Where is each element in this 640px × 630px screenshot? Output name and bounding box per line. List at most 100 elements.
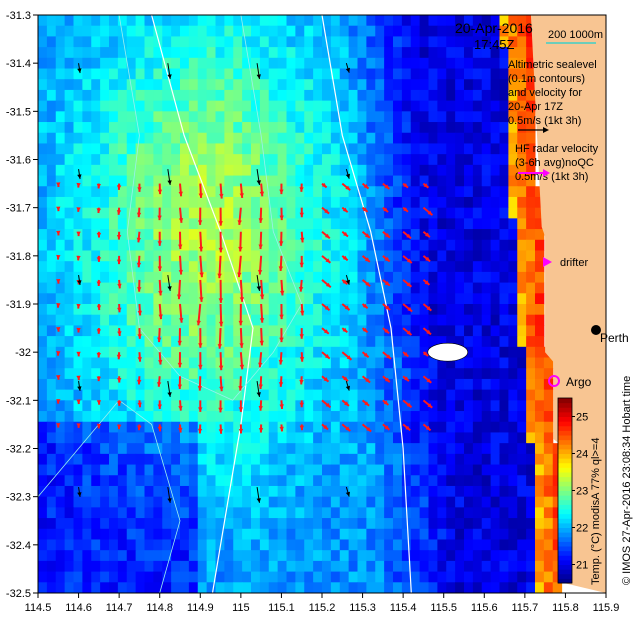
- sst-cell: [180, 79, 190, 91]
- sst-cell: [162, 293, 172, 305]
- hf-radar-arrow: [422, 375, 432, 384]
- sst-cell: [224, 550, 234, 562]
- sst-cell: [224, 357, 234, 369]
- altimetry-arrow: [167, 275, 172, 291]
- sst-cell: [153, 89, 163, 102]
- sst-cell: [46, 432, 57, 444]
- sst-cell: [464, 79, 474, 91]
- sst-cell: [286, 218, 296, 230]
- y-tick-label: -32.2: [6, 444, 31, 456]
- sst-cell: [135, 175, 146, 187]
- sst-cell: [180, 378, 190, 391]
- sst-cell: [330, 175, 341, 187]
- hf-radar-arrow: [217, 328, 222, 349]
- sst-cell: [455, 432, 465, 444]
- sst-cell: [490, 100, 501, 112]
- sst-cell: [499, 539, 509, 551]
- sst-cell: [543, 475, 554, 487]
- sst-cell: [393, 357, 403, 369]
- sst-cell: [330, 421, 341, 433]
- sst-cell: [268, 378, 279, 391]
- sst-cell: [206, 550, 217, 562]
- sst-cell: [535, 400, 545, 412]
- sst-cell: [286, 143, 296, 155]
- sst-cell: [437, 229, 447, 241]
- sst-cell: [526, 336, 536, 348]
- hf-radar-arrow: [258, 207, 263, 223]
- sst-cell: [472, 229, 483, 241]
- sst-cell: [455, 229, 465, 241]
- sst-cell: [135, 15, 146, 27]
- sst-cell: [286, 196, 296, 209]
- sst-cell: [268, 282, 279, 294]
- sst-cell: [38, 464, 48, 476]
- sst-cell: [366, 357, 376, 369]
- sst-cell: [384, 453, 394, 466]
- sst-cell: [339, 132, 350, 144]
- sst-cell: [543, 550, 554, 562]
- sst-cell: [251, 250, 261, 262]
- sst-cell: [499, 421, 509, 433]
- sst-cell: [259, 132, 270, 144]
- sst-cell: [206, 293, 217, 305]
- sst-cell: [224, 79, 234, 91]
- sst-cell: [499, 154, 509, 166]
- sst-cell: [197, 36, 208, 48]
- sst-cell: [126, 357, 137, 369]
- sst-cell: [171, 282, 181, 294]
- sst-cell: [375, 368, 385, 380]
- hf-radar-arrow: [279, 207, 284, 221]
- sst-cell: [64, 528, 75, 540]
- sst-cell: [322, 389, 332, 401]
- sst-cell: [375, 389, 385, 401]
- sst-cell: [472, 496, 483, 508]
- sst-cell: [197, 400, 208, 412]
- sst-cell: [188, 571, 199, 583]
- sst-cell: [295, 400, 305, 412]
- sst-cell: [242, 186, 252, 198]
- sst-cell: [330, 15, 341, 27]
- sst-cell: [508, 100, 518, 112]
- sst-cell: [375, 496, 385, 508]
- sst-cell: [251, 100, 261, 112]
- sst-cell: [313, 571, 323, 583]
- altimetry-arrow: [77, 380, 82, 392]
- sst-cell: [144, 464, 154, 476]
- sst-cell: [348, 475, 359, 487]
- sst-cell: [455, 25, 465, 37]
- sst-cell: [419, 325, 430, 337]
- sst-cell: [401, 464, 412, 476]
- sst-cell: [268, 196, 279, 209]
- sst-cell: [339, 100, 350, 112]
- sst-cell: [206, 79, 217, 91]
- hf-radar-arrow: [299, 255, 304, 268]
- sst-cell: [446, 539, 456, 551]
- sst-cell: [552, 571, 563, 583]
- sst-cell: [348, 539, 359, 551]
- sst-cell: [543, 507, 554, 519]
- sst-cell: [455, 122, 465, 134]
- sst-cell: [242, 539, 252, 551]
- sst-cell: [401, 218, 412, 230]
- sst-cell: [188, 432, 199, 444]
- sst-cell: [215, 378, 225, 391]
- sst-cell: [64, 571, 75, 583]
- sst-cell: [286, 229, 296, 241]
- hf-radar-arrow: [96, 303, 102, 311]
- hf-radar-arrow: [96, 183, 101, 189]
- sst-cell: [508, 550, 518, 562]
- sst-cell: [455, 368, 465, 380]
- sst-cell: [197, 47, 208, 59]
- sst-cell: [180, 111, 190, 123]
- sst-cell: [224, 314, 234, 326]
- colorbar-segment: [558, 513, 572, 519]
- sst-cell: [135, 261, 146, 273]
- hf-radar-arrow: [361, 303, 369, 309]
- sst-cell: [464, 111, 474, 123]
- sst-cell: [464, 550, 474, 562]
- sst-cell: [357, 229, 367, 241]
- sst-cell: [446, 325, 456, 337]
- sst-cell: [526, 325, 536, 337]
- hf-radar-arrow: [177, 279, 182, 300]
- sst-cell: [73, 68, 83, 80]
